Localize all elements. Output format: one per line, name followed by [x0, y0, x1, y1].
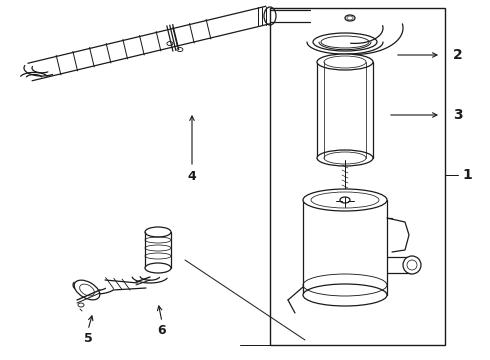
- Ellipse shape: [145, 263, 171, 273]
- Bar: [303, 200, 387, 295]
- Ellipse shape: [317, 150, 373, 166]
- Ellipse shape: [403, 256, 421, 274]
- Ellipse shape: [303, 189, 387, 211]
- Text: 4: 4: [188, 170, 196, 183]
- Ellipse shape: [303, 284, 387, 306]
- Ellipse shape: [145, 227, 171, 237]
- Bar: [317, 62, 373, 158]
- Text: 3: 3: [453, 108, 463, 122]
- Text: 1: 1: [462, 168, 472, 182]
- Text: 2: 2: [453, 48, 463, 62]
- Ellipse shape: [313, 33, 377, 51]
- Text: 6: 6: [158, 324, 166, 337]
- Bar: [270, 8, 445, 345]
- Ellipse shape: [78, 303, 84, 307]
- Ellipse shape: [317, 54, 373, 70]
- Ellipse shape: [74, 280, 100, 300]
- Ellipse shape: [340, 197, 350, 203]
- Text: 5: 5: [84, 332, 93, 345]
